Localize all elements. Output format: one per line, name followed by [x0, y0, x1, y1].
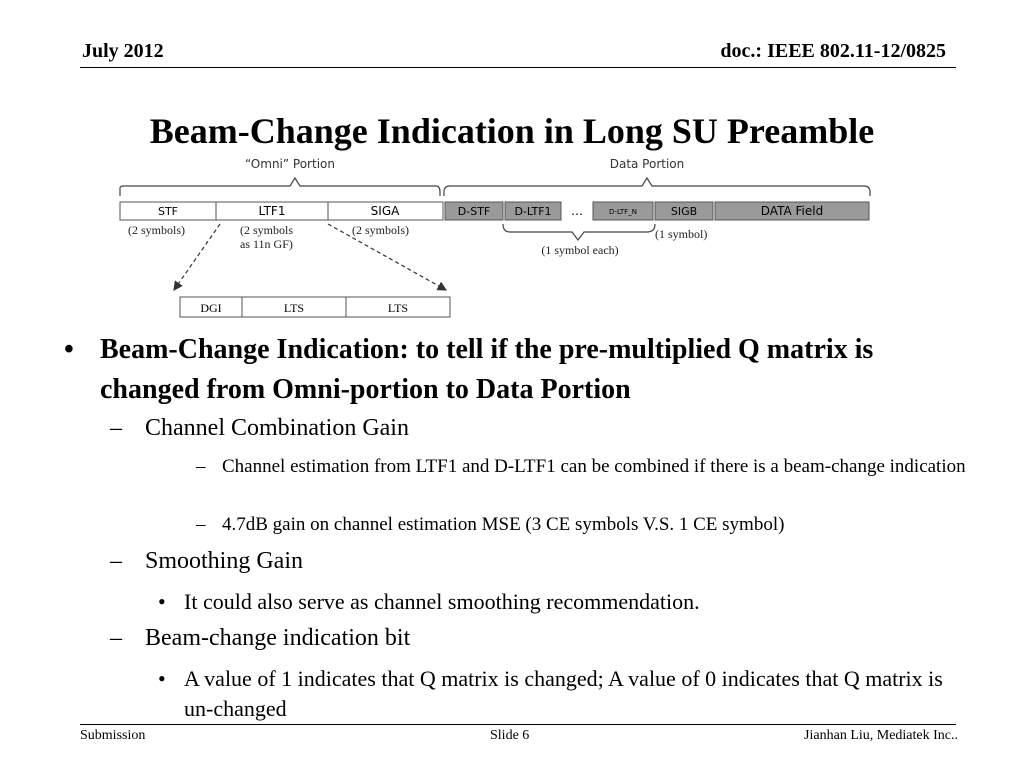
- detail-item-gain: – 4.7dB gain on channel estimation MSE (…: [196, 511, 966, 539]
- detail-lts-2-label: LTS: [388, 301, 408, 315]
- field-siga-label: SIGA: [371, 204, 400, 218]
- field-dstf: [444, 201, 504, 221]
- detail-lts-2: [345, 296, 451, 318]
- detail-text: 4.7dB gain on channel estimation MSE (3 …: [222, 514, 785, 535]
- footer-slide-number: Slide 6: [490, 728, 530, 743]
- arrow-to-lts: [327, 223, 448, 291]
- dash-marker: –: [110, 625, 122, 651]
- dltf-duration: (1 symbol each): [541, 243, 618, 257]
- field-data: [714, 201, 870, 221]
- stf-duration: (2 symbols): [128, 223, 185, 237]
- field-dltfn: [592, 201, 654, 221]
- field-stf-label: STF: [158, 205, 178, 218]
- detail-dgi-label: DGI: [200, 301, 221, 315]
- bullet-marker: •: [64, 334, 74, 365]
- subitem-smoothing-gain: – Smoothing Gain: [110, 548, 303, 575]
- field-ltf1-label: LTF1: [259, 204, 286, 218]
- detail-text: It could also serve as channel smoothing…: [184, 589, 700, 614]
- ltf1-duration-1: (2 symbols: [240, 223, 293, 237]
- subitem-text: Channel Combination Gain: [145, 415, 409, 441]
- dash-marker: –: [196, 456, 206, 477]
- detail-text: Channel estimation from LTF1 and D-LTF1 …: [222, 456, 966, 477]
- detail-lts-1-label: LTS: [284, 301, 304, 315]
- field-ellipsis: …: [571, 204, 583, 218]
- siga-duration: (2 symbols): [352, 223, 409, 237]
- omni-brace: [119, 176, 441, 196]
- header-rule: [80, 67, 956, 68]
- footer-submission: Submission: [80, 728, 146, 743]
- dash-marker: –: [196, 514, 206, 535]
- dash-marker: –: [110, 415, 122, 441]
- subitem-text: Beam-change indication bit: [145, 625, 411, 651]
- main-bullet: • Beam-Change Indication: to tell if the…: [64, 330, 944, 410]
- detail-item-bit-values: • A value of 1 indicates that Q matrix i…: [158, 664, 958, 724]
- field-dltf1: [504, 201, 562, 221]
- data-brace: [443, 176, 871, 196]
- slide-title: Beam-Change Indication in Long SU Preamb…: [149, 111, 875, 151]
- field-siga: [327, 201, 444, 221]
- detail-text: A value of 1 indicates that Q matrix is …: [184, 666, 943, 721]
- field-dltf1-label: D-LTF1: [514, 205, 551, 218]
- header-date: July 2012: [82, 40, 164, 62]
- main-bullet-text: Beam-Change Indication: to tell if the p…: [100, 334, 874, 405]
- detail-item-channel-estimation: – Channel estimation from LTF1 and D-LTF…: [196, 453, 966, 481]
- sigb-duration: (1 symbol): [655, 227, 707, 241]
- subitem-text: Smoothing Gain: [145, 548, 304, 574]
- detail-item-smoothing: • It could also serve as channel smoothi…: [158, 587, 958, 617]
- field-data-label: DATA Field: [761, 204, 823, 218]
- dltf-brace: [502, 223, 656, 241]
- footer-author: Jianhan Liu, Mediatek Inc..: [804, 728, 958, 743]
- dash-marker: –: [110, 548, 122, 574]
- bullet-marker: •: [158, 666, 166, 691]
- ltf1-duration-2: as 11n GF): [240, 237, 293, 251]
- field-sigb-label: SIGB: [671, 205, 697, 218]
- field-sigb: [654, 201, 714, 221]
- data-portion-label: Data Portion: [610, 157, 685, 171]
- field-dltfn-label: D-LTF_N: [609, 208, 637, 216]
- subitem-beam-change-bit: – Beam-change indication bit: [110, 625, 410, 652]
- subitem-channel-combination: – Channel Combination Gain: [110, 415, 409, 442]
- omni-portion-label: “Omni” Portion: [245, 157, 335, 171]
- footer-rule: [80, 724, 956, 725]
- preamble-diagram: “Omni” Portion Data Portion STF LTF1 SIG…: [119, 157, 871, 318]
- bullet-marker: •: [158, 589, 166, 614]
- field-dstf-label: D-STF: [458, 205, 490, 218]
- header-doc-id: doc.: IEEE 802.11-12/0825: [720, 40, 946, 62]
